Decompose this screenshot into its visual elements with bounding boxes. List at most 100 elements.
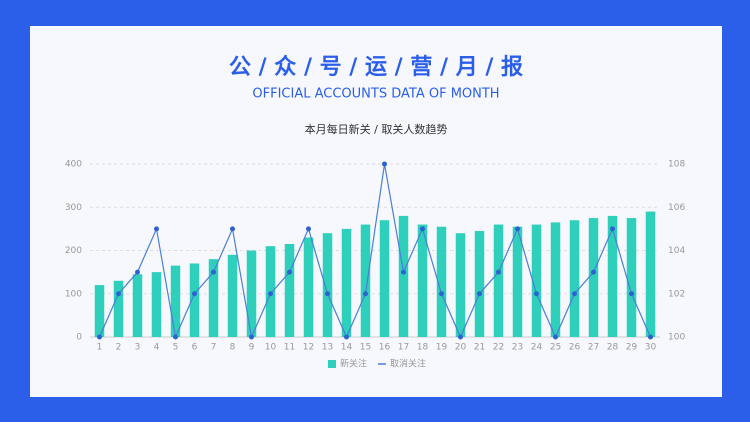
x-tick-label: 17 bbox=[398, 343, 409, 353]
bar bbox=[151, 272, 162, 337]
bar bbox=[550, 222, 561, 337]
line-marker bbox=[363, 291, 368, 297]
line-marker bbox=[192, 291, 197, 297]
page-title: 公 / 众 / 号 / 运 / 营 / 月 / 报 bbox=[229, 55, 523, 80]
x-tick-label: 9 bbox=[249, 343, 255, 353]
x-tick-label: 25 bbox=[550, 343, 561, 353]
x-tick-label: 27 bbox=[588, 343, 599, 353]
legend-label: 取消关注 bbox=[390, 358, 426, 370]
bar bbox=[569, 220, 580, 337]
line-marker bbox=[325, 291, 330, 297]
x-tick-label: 19 bbox=[436, 343, 448, 353]
x-tick-label: 15 bbox=[360, 343, 371, 353]
line-marker bbox=[249, 334, 254, 340]
bar bbox=[512, 226, 523, 337]
bar bbox=[588, 218, 599, 337]
legend-swatch bbox=[328, 360, 336, 368]
x-tick-label: 12 bbox=[303, 343, 314, 353]
bar bbox=[455, 233, 466, 337]
x-tick-label: 13 bbox=[322, 343, 333, 353]
line-marker bbox=[591, 269, 596, 275]
x-tick-label: 21 bbox=[474, 343, 485, 353]
bar bbox=[227, 254, 238, 337]
x-tick-label: 8 bbox=[230, 343, 236, 353]
line-marker bbox=[344, 334, 349, 340]
line-marker bbox=[458, 334, 463, 340]
bar bbox=[94, 285, 105, 337]
x-tick-label: 26 bbox=[569, 343, 581, 353]
chart-title: 本月每日新关 / 取关人数趋势 bbox=[305, 122, 448, 136]
line-marker bbox=[534, 291, 539, 297]
bar bbox=[379, 220, 390, 337]
x-tick-label: 24 bbox=[531, 343, 543, 353]
line-marker bbox=[116, 291, 121, 297]
y2-tick-label: 106 bbox=[668, 203, 685, 213]
x-tick-label: 11 bbox=[284, 343, 295, 353]
y-tick-label: 100 bbox=[65, 289, 82, 299]
y-tick-label: 200 bbox=[65, 246, 82, 256]
x-tick-label: 2 bbox=[116, 343, 122, 353]
x-tick-label: 16 bbox=[379, 343, 391, 353]
x-tick-label: 23 bbox=[512, 343, 523, 353]
line-marker bbox=[648, 334, 653, 340]
line-marker bbox=[211, 269, 216, 275]
bar bbox=[322, 233, 333, 337]
bar bbox=[436, 226, 447, 337]
bar bbox=[246, 250, 257, 337]
y-tick-label: 0 bbox=[76, 333, 82, 343]
bar bbox=[607, 215, 618, 337]
line-marker bbox=[268, 291, 273, 297]
line-marker bbox=[515, 226, 520, 232]
x-tick-label: 3 bbox=[135, 343, 141, 353]
bar bbox=[208, 259, 219, 337]
x-tick-label: 30 bbox=[645, 343, 657, 353]
bar bbox=[417, 224, 428, 337]
bar bbox=[360, 224, 371, 337]
line-marker bbox=[97, 334, 102, 340]
bar bbox=[645, 211, 656, 337]
bar bbox=[626, 218, 637, 337]
line-marker bbox=[420, 226, 425, 232]
x-tick-label: 14 bbox=[341, 343, 353, 353]
x-tick-label: 18 bbox=[417, 343, 429, 353]
line-marker bbox=[401, 269, 406, 275]
x-tick-label: 10 bbox=[265, 343, 277, 353]
line-marker bbox=[610, 226, 615, 232]
bar bbox=[531, 224, 542, 337]
bar bbox=[170, 265, 181, 337]
line-marker bbox=[230, 226, 235, 232]
line-marker bbox=[629, 291, 634, 297]
y2-tick-label: 102 bbox=[668, 289, 685, 299]
x-tick-label: 6 bbox=[192, 343, 198, 353]
x-tick-label: 1 bbox=[97, 343, 103, 353]
bar bbox=[493, 224, 504, 337]
x-tick-label: 7 bbox=[211, 343, 217, 353]
line-marker bbox=[439, 291, 444, 297]
line-marker bbox=[306, 226, 311, 232]
y2-tick-label: 108 bbox=[668, 160, 685, 170]
line-marker bbox=[477, 291, 482, 297]
panel bbox=[30, 26, 722, 397]
line-marker bbox=[287, 269, 292, 275]
x-tick-label: 20 bbox=[455, 343, 467, 353]
line bbox=[98, 163, 652, 340]
bar bbox=[474, 231, 485, 337]
line-marker bbox=[572, 291, 577, 297]
y-tick-label: 400 bbox=[65, 160, 82, 170]
x-tick-label: 5 bbox=[173, 343, 179, 353]
x-tick-label: 29 bbox=[626, 343, 638, 353]
bar bbox=[303, 237, 314, 337]
legend-label: 新关注 bbox=[340, 358, 367, 370]
bar bbox=[284, 244, 295, 337]
line-marker bbox=[553, 334, 558, 340]
line-marker bbox=[496, 269, 501, 275]
bar bbox=[341, 228, 352, 337]
bar bbox=[189, 263, 200, 337]
bar bbox=[113, 280, 124, 337]
y2-tick-label: 100 bbox=[668, 333, 685, 343]
line-marker bbox=[173, 334, 178, 340]
bar bbox=[398, 215, 409, 337]
x-tick-label: 22 bbox=[493, 343, 504, 353]
bar bbox=[132, 274, 143, 337]
